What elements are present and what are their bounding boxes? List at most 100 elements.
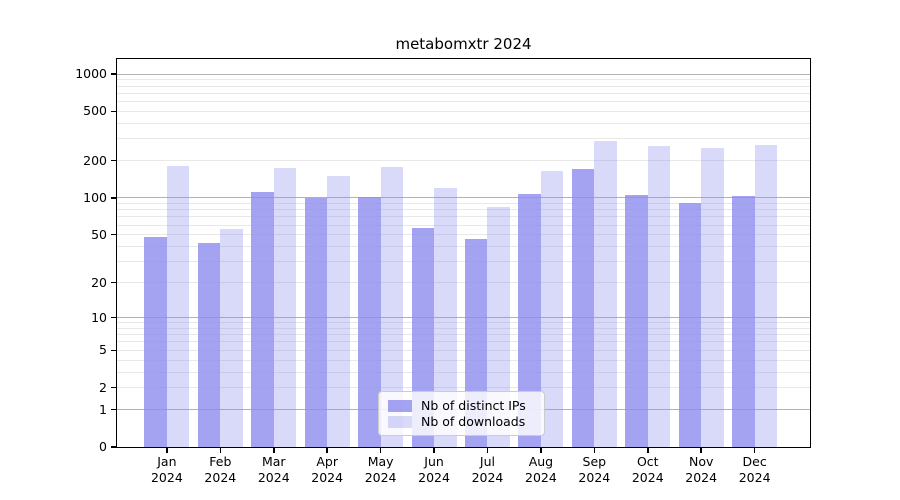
major-gridline (117, 197, 810, 199)
minor-gridline (117, 371, 810, 373)
x-tick-mark (219, 447, 222, 453)
legend-label-downloads: Nb of downloads (421, 414, 526, 429)
x-tick-label: Oct 2024 (631, 454, 664, 485)
y-tick-mark (111, 110, 117, 113)
x-tick-mark (753, 447, 756, 453)
minor-gridline (117, 224, 810, 226)
bar-downloads (220, 228, 243, 447)
bar-downloads (327, 175, 350, 447)
y-tick-mark (111, 73, 117, 75)
bar-downloads (434, 187, 457, 447)
x-tick-label: Jul 2024 (471, 454, 504, 485)
x-tick-label: Dec 2024 (738, 454, 771, 485)
y-tick-mark (111, 281, 117, 284)
x-tick-mark (379, 447, 382, 453)
bar-downloads (540, 171, 564, 447)
y-tick-label: 1000 (75, 66, 107, 81)
legend-swatch-downloads (388, 415, 412, 428)
minor-gridline (117, 261, 810, 263)
bar-distinct-ips (625, 194, 648, 447)
bar-downloads (273, 167, 297, 447)
x-tick-mark (486, 447, 489, 453)
bar-distinct-ips (732, 195, 755, 447)
x-tick-mark (700, 447, 702, 453)
x-tick-mark (593, 447, 596, 453)
minor-gridline (117, 85, 810, 87)
x-tick-mark (166, 447, 168, 453)
bar-distinct-ips (678, 202, 702, 447)
y-tick-mark (111, 349, 117, 351)
bar-downloads (594, 140, 617, 447)
legend-swatch-distinct-ips (388, 399, 412, 412)
x-tick-label: Jan 2024 (150, 454, 183, 485)
legend-label-distinct-ips: Nb of distinct IPs (421, 398, 526, 413)
minor-gridline (117, 79, 810, 81)
y-tick-label: 1 (99, 401, 107, 417)
y-tick-label: 100 (83, 189, 107, 205)
minor-gridline (117, 92, 810, 94)
bar-downloads (487, 206, 510, 447)
bar-distinct-ips (304, 197, 328, 447)
bar-downloads (647, 145, 671, 447)
minor-gridline (117, 110, 810, 112)
minor-gridline (117, 341, 810, 343)
x-tick-mark (540, 447, 542, 453)
bar-downloads (166, 166, 190, 447)
legend: Nb of distinct IPs Nb of downloads (378, 391, 545, 436)
y-tick-label: 5 (99, 342, 107, 358)
bar-distinct-ips (518, 193, 541, 447)
minor-gridline (117, 282, 810, 284)
x-tick-label: Feb 2024 (204, 454, 237, 485)
minor-gridline (117, 234, 810, 236)
minor-gridline (117, 327, 810, 329)
x-tick-label: Apr 2024 (311, 454, 344, 485)
x-tick-mark (433, 447, 435, 453)
x-tick-label: Sep 2024 (578, 454, 611, 485)
minor-gridline (117, 322, 810, 324)
minor-gridline (117, 138, 810, 140)
y-tick-label: 200 (83, 152, 107, 168)
x-tick-label: Nov 2024 (685, 454, 718, 485)
minor-gridline (117, 359, 810, 361)
x-tick-label: May 2024 (364, 454, 397, 485)
y-tick-label: 50 (91, 226, 107, 242)
bar-distinct-ips (251, 191, 274, 447)
y-tick-mark (111, 159, 117, 162)
bar-downloads (380, 166, 404, 447)
y-tick-label: 500 (83, 103, 107, 119)
bar-distinct-ips (571, 169, 595, 447)
minor-gridline (117, 122, 810, 124)
y-tick-mark (111, 446, 117, 448)
y-tick-label: 0 (99, 439, 107, 454)
legend-item-distinct-ips: Nb of distinct IPs (388, 398, 535, 413)
minor-gridline (117, 101, 810, 103)
x-tick-label: Jun 2024 (418, 454, 450, 485)
bar-downloads (701, 147, 724, 447)
chart-title: metabomxtr 2024 (395, 35, 532, 53)
y-tick-mark (111, 197, 117, 199)
minor-gridline (117, 387, 810, 389)
legend-item-downloads: Nb of downloads (388, 414, 535, 429)
minor-gridline (117, 334, 810, 336)
major-gridline (117, 73, 810, 75)
y-tick-label: 20 (91, 274, 107, 290)
y-tick-label: 10 (91, 309, 107, 325)
y-tick-mark (111, 408, 117, 411)
bar-distinct-ips (197, 242, 221, 447)
minor-gridline (117, 349, 810, 351)
bar-distinct-ips (144, 236, 167, 447)
minor-gridline (117, 202, 810, 204)
x-tick-label: Aug 2024 (525, 454, 557, 485)
minor-gridline (117, 209, 810, 211)
minor-gridline (117, 246, 810, 247)
minor-gridline (117, 216, 810, 218)
bar-distinct-ips (358, 196, 381, 447)
y-tick-mark (111, 386, 117, 389)
y-tick-mark (111, 233, 117, 236)
major-gridline (117, 317, 810, 319)
y-tick-mark (111, 316, 117, 319)
y-tick-label: 2 (99, 379, 107, 395)
minor-gridline (117, 160, 810, 162)
x-tick-mark (273, 447, 275, 453)
